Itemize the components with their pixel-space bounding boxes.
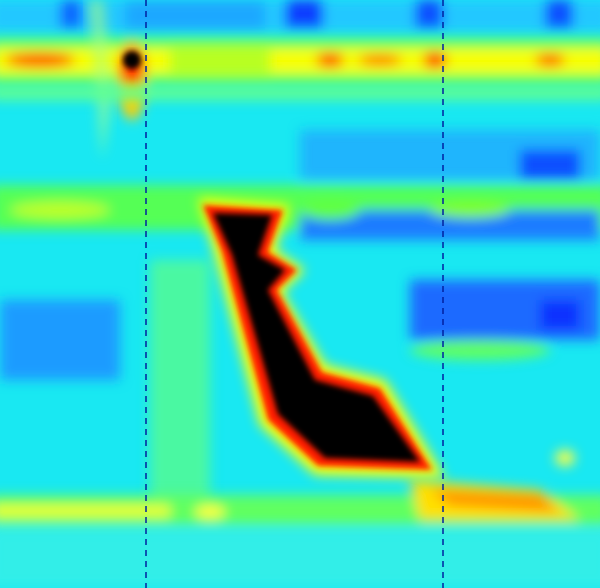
heat-patch [0,300,120,380]
heat-patch [430,202,510,218]
lower-band [0,450,600,588]
heat-patch [300,200,360,220]
heat-patch [285,0,323,28]
heat-patch [170,45,270,77]
heat-patch [540,300,580,330]
heat-patch [535,54,565,66]
heat-patch [213,213,420,462]
heat-patch [5,53,75,67]
hot-region [198,198,445,478]
heat-patch [0,48,600,74]
heat-patch [60,0,82,28]
heat-patch [430,490,560,512]
heat-patch [316,53,344,67]
heat-patch [195,505,225,519]
heat-patch [545,0,573,28]
heat-patch [150,260,210,510]
heat-patch [125,0,265,30]
heat-patch [410,340,550,360]
heat-patch [0,528,600,588]
heat-patch [0,86,600,100]
heat-patch [0,505,170,517]
hot-spot [123,51,141,69]
heat-patch [423,52,447,68]
middle-band [0,86,600,510]
heat-patch [555,450,575,466]
heat-patch [520,150,580,180]
streak [88,0,112,160]
heat-patch [10,202,110,218]
heat-patch [415,0,443,28]
heat-patch [358,55,402,65]
